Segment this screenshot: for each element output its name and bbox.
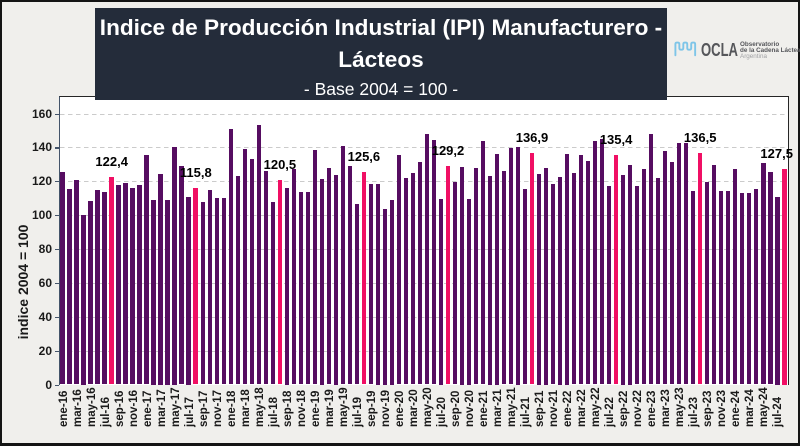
svg-text:OCLA: OCLA	[701, 39, 738, 60]
